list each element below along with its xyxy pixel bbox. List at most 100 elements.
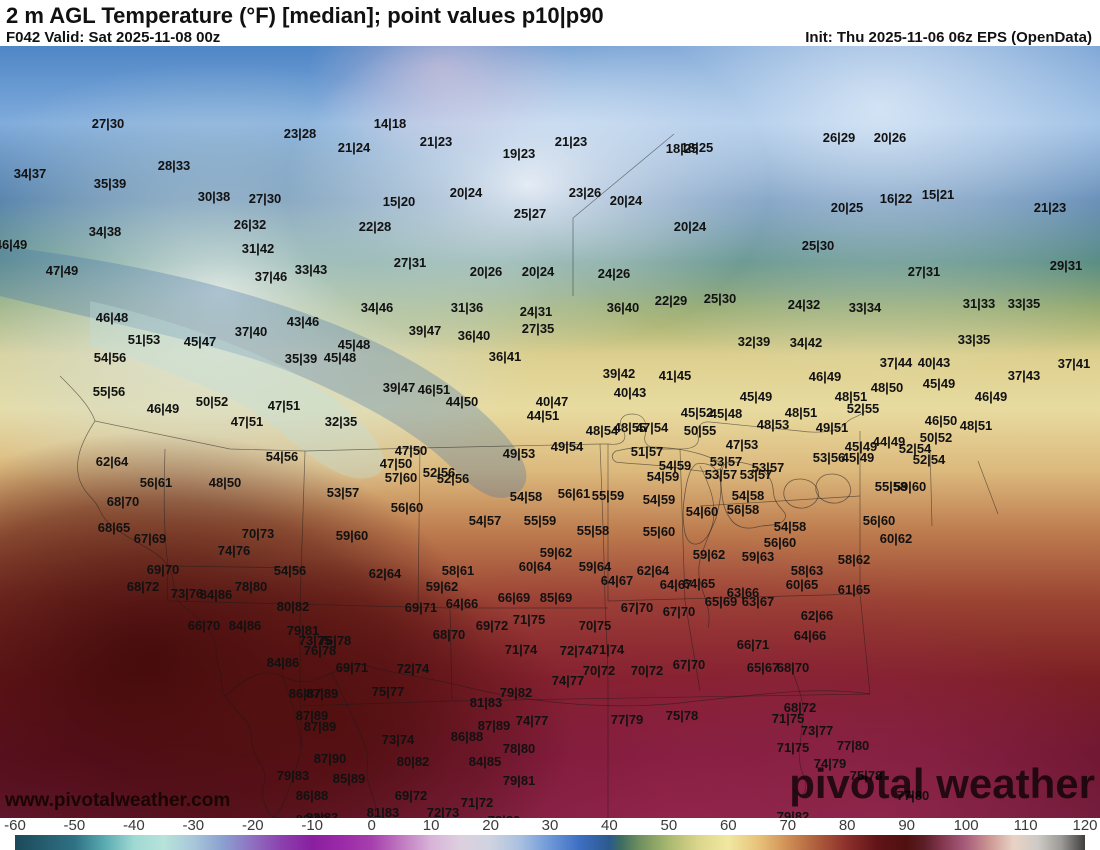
- svg-text:63|67: 63|67: [742, 594, 775, 609]
- svg-text:28|33: 28|33: [158, 158, 191, 173]
- svg-text:78|80: 78|80: [235, 579, 268, 594]
- svg-text:62|64: 62|64: [637, 563, 670, 578]
- svg-text:27|31: 27|31: [394, 255, 427, 270]
- svg-text:47|54: 47|54: [636, 420, 669, 435]
- svg-text:40|43: 40|43: [614, 385, 647, 400]
- svg-text:40|43: 40|43: [918, 355, 951, 370]
- svg-text:69|72: 69|72: [395, 788, 428, 803]
- svg-text:20|24: 20|24: [610, 193, 643, 208]
- svg-text:69|70: 69|70: [147, 562, 180, 577]
- svg-text:66|69: 66|69: [498, 590, 531, 605]
- svg-text:59|62: 59|62: [540, 545, 573, 560]
- svg-text:37|43: 37|43: [1008, 368, 1041, 383]
- svg-text:-60: -60: [4, 818, 26, 834]
- svg-text:29|31: 29|31: [1050, 258, 1083, 273]
- svg-text:64|65: 64|65: [683, 576, 716, 591]
- svg-text:54|58: 54|58: [774, 519, 807, 534]
- svg-text:64|66: 64|66: [794, 628, 827, 643]
- svg-text:21|23: 21|23: [420, 134, 453, 149]
- svg-text:-40: -40: [123, 818, 145, 834]
- svg-text:53|57: 53|57: [740, 467, 773, 482]
- svg-text:48|50: 48|50: [871, 380, 904, 395]
- svg-text:21|23: 21|23: [555, 134, 588, 149]
- svg-text:81|83: 81|83: [470, 695, 503, 710]
- svg-text:87|89: 87|89: [306, 686, 339, 701]
- svg-text:47|53: 47|53: [726, 437, 759, 452]
- svg-text:15|21: 15|21: [922, 187, 955, 202]
- svg-text:49|53: 49|53: [503, 446, 536, 461]
- svg-text:60|65: 60|65: [786, 577, 819, 592]
- svg-text:80|82: 80|82: [277, 599, 310, 614]
- svg-text:33|35: 33|35: [958, 332, 991, 347]
- svg-text:69|72: 69|72: [476, 618, 509, 633]
- svg-text:54|59: 54|59: [643, 492, 676, 507]
- svg-text:-50: -50: [64, 818, 86, 834]
- svg-text:45|49: 45|49: [740, 389, 773, 404]
- svg-text:20|24: 20|24: [674, 219, 707, 234]
- svg-text:37|41: 37|41: [1058, 356, 1091, 371]
- svg-text:35|39: 35|39: [94, 176, 127, 191]
- svg-text:54|56: 54|56: [266, 449, 299, 464]
- svg-text:27|30: 27|30: [249, 191, 282, 206]
- svg-text:45|48: 45|48: [710, 406, 743, 421]
- svg-text:70|72: 70|72: [583, 663, 616, 678]
- svg-text:62|66: 62|66: [801, 608, 834, 623]
- svg-text:71|75: 71|75: [777, 740, 810, 755]
- svg-text:67|70: 67|70: [673, 657, 706, 672]
- svg-text:47|49: 47|49: [46, 263, 79, 278]
- svg-text:47|50: 47|50: [395, 443, 428, 458]
- svg-text:16|22: 16|22: [880, 191, 913, 206]
- svg-text:68|65: 68|65: [98, 520, 131, 535]
- svg-text:56|60: 56|60: [863, 513, 896, 528]
- svg-text:64|67: 64|67: [601, 573, 634, 588]
- svg-text:51|57: 51|57: [631, 444, 664, 459]
- svg-text:56|61: 56|61: [140, 475, 173, 490]
- svg-text:39|42: 39|42: [603, 366, 636, 381]
- svg-text:34|38: 34|38: [89, 224, 122, 239]
- svg-text:71|74: 71|74: [592, 642, 625, 657]
- svg-text:22|28: 22|28: [359, 219, 392, 234]
- svg-text:77|79: 77|79: [611, 712, 644, 727]
- svg-text:46|49: 46|49: [809, 369, 842, 384]
- svg-text:30: 30: [542, 818, 559, 834]
- svg-text:36|40: 36|40: [607, 300, 640, 315]
- svg-text:68|72: 68|72: [127, 579, 160, 594]
- svg-text:70|75: 70|75: [579, 618, 612, 633]
- svg-text:21|23: 21|23: [1034, 200, 1067, 215]
- svg-text:37|44: 37|44: [880, 355, 913, 370]
- svg-text:34|42: 34|42: [790, 335, 823, 350]
- svg-text:71|72: 71|72: [461, 795, 494, 810]
- svg-text:75|77: 75|77: [372, 684, 405, 699]
- svg-text:73|76: 73|76: [171, 586, 204, 601]
- svg-text:56|60: 56|60: [391, 500, 424, 515]
- svg-text:110: 110: [1014, 818, 1038, 834]
- svg-text:66|71: 66|71: [737, 637, 770, 652]
- svg-text:53|57: 53|57: [327, 485, 360, 500]
- svg-text:26|32: 26|32: [234, 217, 267, 232]
- svg-text:33|35: 33|35: [1008, 296, 1041, 311]
- svg-text:66|70: 66|70: [188, 618, 221, 633]
- svg-text:24|26: 24|26: [598, 266, 631, 281]
- svg-text:45|49: 45|49: [842, 450, 875, 465]
- svg-text:21|24: 21|24: [338, 140, 371, 155]
- svg-text:50: 50: [661, 818, 678, 834]
- svg-text:59|63: 59|63: [742, 549, 775, 564]
- svg-text:22|29: 22|29: [655, 293, 688, 308]
- svg-text:73|77: 73|77: [801, 723, 834, 738]
- svg-text:54|56: 54|56: [94, 350, 127, 365]
- svg-text:23|28: 23|28: [284, 126, 317, 141]
- svg-text:75|78: 75|78: [666, 708, 699, 723]
- svg-text:44|51: 44|51: [527, 408, 560, 423]
- svg-text:54|58: 54|58: [732, 488, 765, 503]
- svg-text:24|31: 24|31: [520, 304, 553, 319]
- svg-text:31|33: 31|33: [963, 296, 996, 311]
- svg-text:47|51: 47|51: [231, 414, 264, 429]
- svg-text:84|86: 84|86: [200, 587, 233, 602]
- svg-text:40: 40: [601, 818, 618, 834]
- svg-text:60|64: 60|64: [519, 559, 552, 574]
- svg-text:48|50: 48|50: [209, 475, 242, 490]
- svg-text:27|31: 27|31: [908, 264, 941, 279]
- svg-text:85|69: 85|69: [540, 590, 573, 605]
- svg-text:39|47: 39|47: [383, 380, 416, 395]
- svg-text:84|86: 84|86: [229, 618, 262, 633]
